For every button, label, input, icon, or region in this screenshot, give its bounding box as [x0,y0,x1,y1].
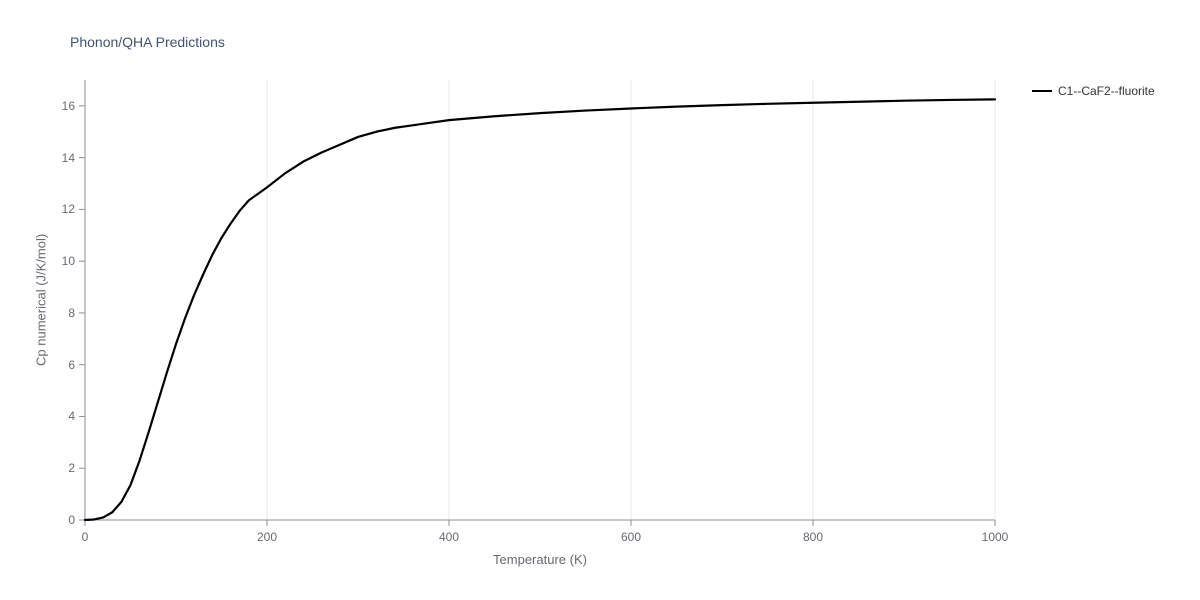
y-tick-label: 10 [62,254,75,268]
y-tick-label: 0 [68,513,75,527]
x-tick-label: 0 [82,530,89,544]
x-tick-label: 200 [257,530,277,544]
x-tick-label: 1000 [982,530,1009,544]
legend: C1--CaF2--fluorite [1032,84,1155,98]
y-tick-label: 4 [68,409,75,423]
legend-swatch-icon [1032,90,1052,92]
y-tick-label: 8 [68,306,75,320]
x-tick-label: 800 [803,530,823,544]
y-tick-label: 2 [68,461,75,475]
x-tick-label: 600 [621,530,641,544]
legend-label: C1--CaF2--fluorite [1058,84,1155,98]
chart-container: Phonon/QHA Predictions Temperature (K) C… [0,0,1200,600]
chart-title: Phonon/QHA Predictions [70,34,225,50]
x-axis-label: Temperature (K) [493,552,587,567]
y-tick-label: 6 [68,358,75,372]
y-tick-label: 16 [62,99,75,113]
y-tick-label: 12 [62,202,75,216]
plot-svg [55,50,1025,550]
x-tick-label: 400 [439,530,459,544]
y-axis-label: Cp numerical (J/K/mol) [34,234,49,366]
y-tick-label: 14 [62,151,75,165]
